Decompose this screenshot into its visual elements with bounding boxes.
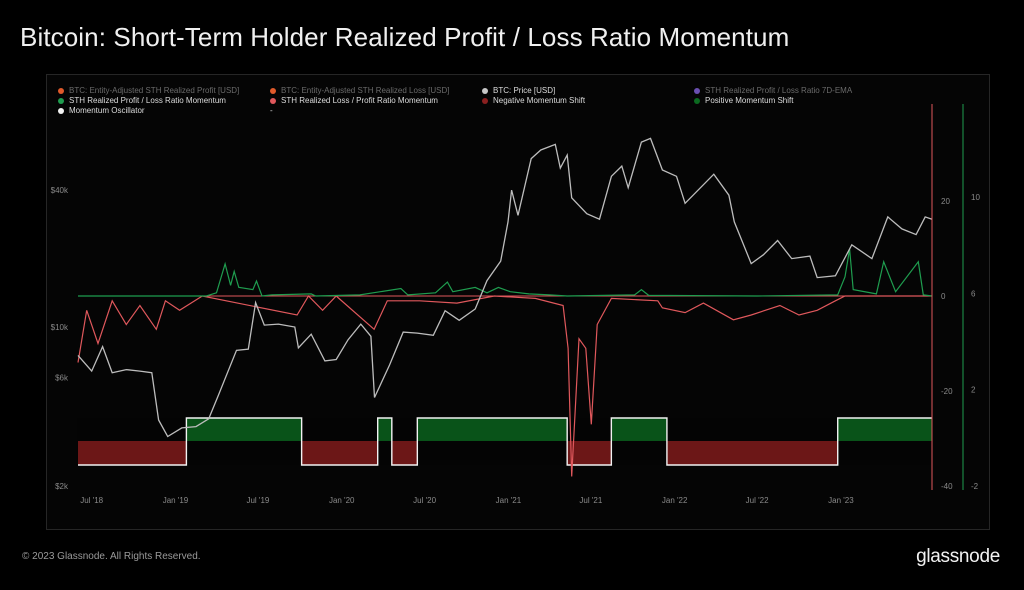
negative-shift-area — [78, 441, 187, 465]
legend-item[interactable]: STH Realized Loss / Profit Ratio Momentu… — [270, 96, 438, 105]
positive-shift-area — [611, 418, 667, 441]
legend-label: BTC: Price [USD] — [493, 86, 556, 95]
left-axis-tick-label: $2k — [55, 482, 69, 491]
legend-label: Momentum Oscillator — [69, 106, 145, 115]
copyright-text: © 2023 Glassnode. All Rights Reserved. — [22, 551, 201, 562]
right-red-tick-label: 20 — [941, 197, 950, 206]
negative-shift-area — [391, 441, 418, 465]
negative-shift-area — [567, 441, 612, 465]
x-axis-tick-label: Jan '19 — [163, 496, 189, 505]
legend-marker-icon — [270, 87, 276, 94]
loss-momentum-line — [77, 295, 932, 477]
right-red-tick-label: 0 — [941, 292, 946, 301]
legend-marker-icon — [482, 97, 488, 104]
legend-item[interactable]: BTC: Price [USD] — [482, 86, 555, 95]
legend-item[interactable]: Negative Momentum Shift — [482, 96, 585, 105]
profit-momentum-line — [78, 248, 933, 297]
legend-marker-icon — [694, 87, 700, 94]
legend-item[interactable]: - — [270, 106, 273, 115]
x-axis-tick-label: Jan '23 — [828, 496, 854, 505]
legend-label: STH Realized Profit / Loss Ratio 7D-EMA — [705, 86, 853, 95]
x-axis-tick-label: Jul '22 — [746, 496, 769, 505]
x-axis-tick-label: Jul '20 — [413, 496, 436, 505]
legend-marker-icon — [58, 107, 64, 114]
legend-label: BTC: Entity-Adjusted STH Realized Loss [… — [281, 86, 450, 95]
legend-item[interactable]: STH Realized Profit / Loss Ratio Momentu… — [58, 96, 226, 105]
legend-marker-icon — [482, 87, 488, 94]
positive-shift-area — [417, 418, 568, 441]
right-red-tick-label: -20 — [941, 387, 953, 396]
legend-item[interactable]: BTC: Entity-Adjusted STH Realized Profit… — [58, 86, 239, 95]
page-title: Bitcoin: Short-Term Holder Realized Prof… — [20, 22, 790, 52]
left-axis-tick-label: $40k — [51, 186, 69, 195]
legend-item[interactable]: Momentum Oscillator — [58, 106, 145, 115]
right-green-tick-label: 10 — [971, 193, 980, 202]
x-axis-tick-label: Jan '22 — [662, 496, 688, 505]
legend-marker-icon — [58, 87, 64, 94]
negative-shift-area — [301, 441, 378, 465]
right-green-tick-label: -2 — [971, 482, 979, 491]
brand-logo[interactable]: glassnode — [916, 546, 1000, 567]
right-green-tick-label: 2 — [971, 386, 976, 395]
legend-marker-icon — [270, 97, 276, 104]
legend-label: BTC: Entity-Adjusted STH Realized Profit… — [69, 86, 240, 95]
legend-label: Negative Momentum Shift — [493, 96, 586, 105]
price-line — [77, 137, 933, 438]
legend-item[interactable]: BTC: Entity-Adjusted STH Realized Loss [… — [270, 86, 450, 95]
x-axis-tick-label: Jul '21 — [579, 496, 602, 505]
left-axis-tick-label: $10k — [51, 323, 69, 332]
left-axis-tick-label: $6k — [55, 373, 69, 382]
x-axis-tick-label: Jan '21 — [496, 496, 522, 505]
legend-marker-icon — [58, 97, 64, 104]
negative-shift-area — [666, 441, 838, 465]
legend-label: Positive Momentum Shift — [705, 96, 794, 105]
positive-shift-area — [377, 418, 392, 441]
legend-item[interactable]: STH Realized Profit / Loss Ratio 7D-EMA — [694, 86, 852, 95]
legend-label: STH Realized Profit / Loss Ratio Momentu… — [69, 96, 226, 105]
right-green-tick-label: 6 — [971, 289, 976, 298]
legend-label: STH Realized Loss / Profit Ratio Momentu… — [281, 96, 438, 105]
x-axis-tick-label: Jul '18 — [80, 496, 103, 505]
x-axis-tick-label: Jan '20 — [329, 496, 355, 505]
legend-label: - — [270, 106, 273, 115]
legend-marker-icon — [694, 97, 700, 104]
x-axis-tick-label: Jul '19 — [246, 496, 269, 505]
momentum-oscillator-line — [78, 417, 932, 466]
positive-shift-area — [186, 418, 302, 441]
legend-item[interactable]: Positive Momentum Shift — [694, 96, 793, 105]
positive-shift-area — [837, 418, 932, 441]
right-red-tick-label: -40 — [941, 482, 953, 491]
